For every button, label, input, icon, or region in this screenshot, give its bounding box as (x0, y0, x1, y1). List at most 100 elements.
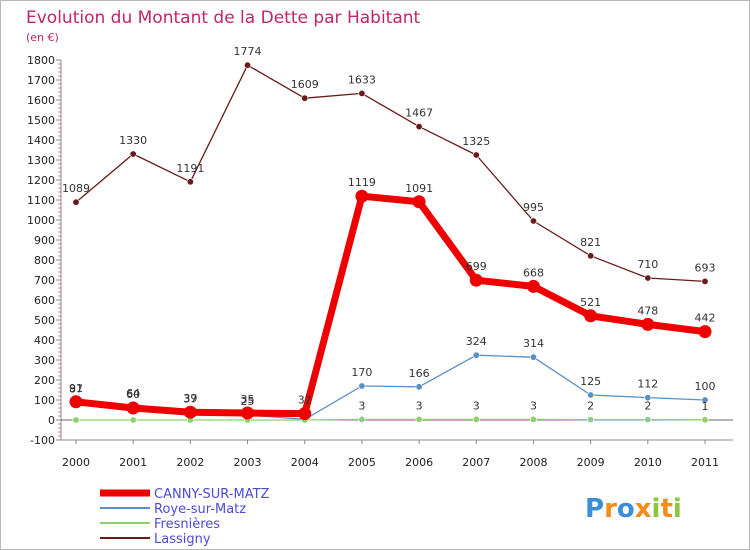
data-label: 100 (695, 380, 716, 393)
chart-title: Evolution du Montant de la Dette par Hab… (26, 8, 421, 28)
data-label: 39 (183, 392, 197, 405)
x-tick-label: 2002 (176, 456, 204, 469)
y-tick-label: 1500 (27, 114, 55, 127)
data-point (358, 89, 366, 97)
data-label: 699 (466, 260, 487, 273)
data-point (587, 416, 595, 424)
data-point (301, 94, 309, 102)
data-label: 821 (580, 236, 601, 249)
y-tick-label: 600 (34, 294, 55, 307)
data-point (472, 415, 480, 423)
x-tick-label: 2011 (691, 456, 719, 469)
data-label: 3 (473, 399, 480, 412)
y-tick-label: 1300 (27, 154, 55, 167)
data-point (72, 198, 80, 206)
y-tick-label: 500 (34, 314, 55, 327)
data-label: 668 (523, 266, 544, 279)
y-tick-label: 1800 (27, 54, 55, 67)
data-point (644, 416, 652, 424)
data-point (701, 277, 709, 285)
data-point (472, 351, 480, 359)
data-point (298, 407, 312, 421)
data-label: 64 (126, 387, 140, 400)
data-label: 2 (587, 400, 594, 413)
logo-letter: o (617, 494, 635, 524)
data-label: 442 (695, 312, 716, 325)
logo-letter: t (660, 494, 672, 524)
data-point (186, 178, 194, 186)
y-tick-label: 900 (34, 234, 55, 247)
data-label: 314 (523, 337, 544, 350)
data-label: 1609 (291, 78, 319, 91)
data-label: 2 (644, 400, 651, 413)
data-point (244, 61, 252, 69)
x-tick-label: 2005 (348, 456, 376, 469)
data-point (69, 395, 83, 409)
data-point (587, 252, 595, 260)
series-line (75, 418, 706, 421)
x-tick-label: 2010 (634, 456, 662, 469)
proxiti-logo: Proxiti (585, 494, 682, 524)
data-point (469, 273, 483, 287)
data-label: 60 (126, 388, 140, 401)
data-point (412, 195, 426, 209)
data-point (241, 406, 255, 420)
x-tick-label: 2006 (405, 456, 433, 469)
y-tick-label: 300 (34, 354, 55, 367)
data-label: 521 (580, 296, 601, 309)
y-tick-label: 0 (48, 414, 55, 427)
y-tick-label: 1600 (27, 94, 55, 107)
y-tick-label: 700 (34, 274, 55, 287)
y-tick-label: 100 (34, 394, 55, 407)
data-label: 91 (69, 382, 83, 395)
data-label: 112 (637, 378, 658, 391)
data-label: 170 (351, 366, 372, 379)
data-point (701, 416, 709, 424)
data-label: 1325 (462, 135, 490, 148)
data-label: 3 (416, 399, 423, 412)
data-point (126, 401, 140, 415)
x-tick-label: 2000 (62, 456, 90, 469)
logo-letter: i (673, 494, 682, 524)
data-label: 1091 (405, 182, 433, 195)
y-tick-label: 800 (34, 254, 55, 267)
series-line (72, 192, 709, 418)
data-point (641, 317, 655, 331)
data-point (529, 353, 537, 361)
logo-letter: r (604, 494, 617, 524)
data-label: 1774 (234, 45, 262, 58)
data-label: 1 (702, 400, 709, 413)
y-tick-label: 200 (34, 374, 55, 387)
y-tick-label: -100 (30, 434, 55, 447)
data-point (415, 383, 423, 391)
data-label: 125 (580, 375, 601, 388)
data-point (701, 396, 709, 404)
data-point (698, 325, 712, 339)
data-point (129, 416, 137, 424)
data-point (358, 382, 366, 390)
data-label: 3 (358, 399, 365, 412)
data-point (415, 123, 423, 131)
data-label: 37 (183, 393, 197, 406)
data-label: 1191 (176, 162, 204, 175)
data-point (183, 405, 197, 419)
data-label: 1089 (62, 182, 90, 195)
data-label: 166 (409, 367, 430, 380)
data-label: 35 (241, 393, 255, 406)
legend-label: CANNY-SUR-MATZ (154, 487, 270, 502)
data-point (129, 150, 137, 158)
data-label: 710 (637, 258, 658, 271)
y-tick-label: 1200 (27, 174, 55, 187)
axes: -100010020030040050060070080090010001100… (27, 54, 733, 469)
data-point (526, 279, 540, 293)
data-point (415, 415, 423, 423)
logo-letter: P (585, 494, 604, 524)
x-tick-label: 2009 (577, 456, 605, 469)
data-label: 25 (241, 395, 255, 408)
legend-label: Fresnières (154, 517, 220, 532)
y-tick-label: 1100 (27, 194, 55, 207)
logo-letter: i (652, 494, 661, 524)
legend: CANNY-SUR-MATZRoye-sur-MatzFresnièresLas… (100, 487, 270, 547)
